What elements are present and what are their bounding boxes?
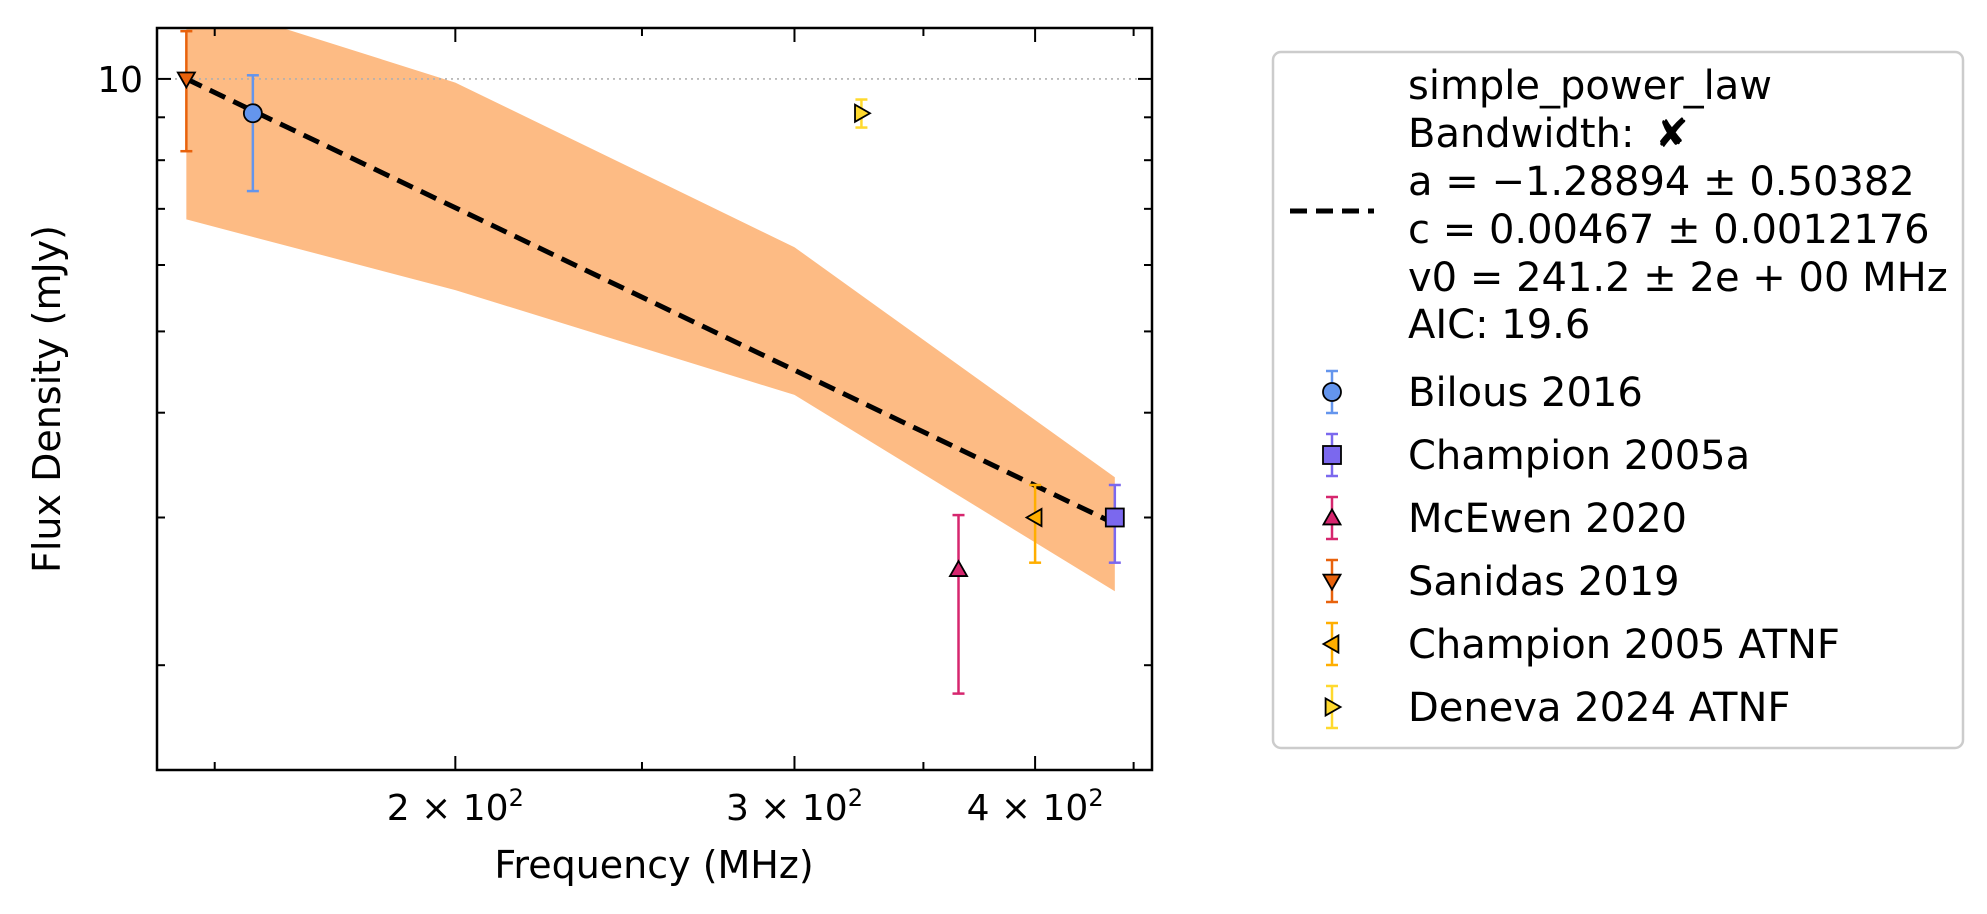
legend-entry: Champion 2005a	[1322, 432, 1750, 479]
legend-entry: McEwen 2020	[1321, 495, 1687, 542]
fit-line-layer	[185, 76, 1116, 526]
legend-label: Deneva 2024 ATNF	[1408, 685, 1790, 731]
data-point	[948, 559, 969, 577]
legend-frame	[1271, 50, 1965, 750]
legend-marker	[1322, 382, 1342, 402]
legend-entry: Deneva 2024 ATNF	[1324, 684, 1790, 731]
legend-marker	[1321, 507, 1343, 526]
legend-entry: Sanidas 2019	[1321, 558, 1680, 605]
data-points-layer	[176, 29, 1125, 695]
error-bar	[180, 29, 193, 153]
legend-fit-param-v0: v0 = 241.2 ± 2e + 00 MHz	[1408, 255, 1948, 301]
legend-fit-bandwidth-label: Bandwidth:	[1408, 111, 1634, 157]
legend-label: McEwen 2020	[1408, 496, 1687, 542]
plot-frame	[155, 26, 1154, 772]
legend-fit-bandwidth-mark: ✘	[1655, 111, 1689, 157]
legend-entry: Champion 2005 ATNF	[1321, 621, 1840, 668]
confidence-band-layer	[186, 28, 1115, 592]
legend-entries: Bilous 2016 Champion 2005a McEwen 2020 Sani…	[1321, 369, 1840, 731]
legend-marker	[1321, 573, 1343, 592]
legend-label: Champion 2005a	[1408, 433, 1750, 479]
x-tick-label: 2 × 102	[387, 784, 524, 829]
fit-line	[185, 76, 1116, 526]
data-point	[1024, 507, 1043, 528]
data-point	[854, 103, 872, 124]
legend-fit-name: simple_power_law	[1408, 63, 1772, 109]
legend-label: Champion 2005 ATNF	[1408, 622, 1840, 668]
data-point	[242, 103, 263, 124]
legend-entry: Bilous 2016	[1322, 369, 1643, 416]
legend-marker	[1324, 696, 1343, 718]
legend-fit-aic: AIC: 19.6	[1408, 302, 1590, 348]
legend-marker	[1322, 445, 1342, 465]
legend: simple_power_law Bandwidth: ✘ a = −1.288…	[1271, 50, 1965, 750]
legend-fit-param-a: a = −1.28894 ± 0.50382	[1408, 159, 1915, 205]
ticks-layer: 2 × 102 3 × 102 4 × 102 10	[97, 28, 1152, 829]
legend-fit-bandwidth: Bandwidth: ✘	[1408, 111, 1689, 157]
error-bar	[1029, 483, 1042, 564]
confidence-band	[186, 28, 1115, 592]
y-tick-label: 10	[97, 60, 143, 101]
legend-fit-param-c: c = 0.00467 ± 0.0012176	[1408, 207, 1930, 253]
legend-label: Sanidas 2019	[1408, 559, 1680, 605]
legend-label: Bilous 2016	[1408, 370, 1643, 416]
error-bar	[952, 513, 965, 695]
y-axis-label: Flux Density (mJy)	[25, 225, 69, 573]
x-axis-label: Frequency (MHz)	[494, 843, 813, 887]
error-bar	[246, 74, 259, 193]
legend-marker	[1321, 633, 1340, 655]
data-point	[1104, 507, 1125, 528]
x-tick-label: 4 × 102	[967, 784, 1104, 829]
x-tick-label: 3 × 102	[726, 784, 863, 829]
data-point	[176, 71, 197, 90]
